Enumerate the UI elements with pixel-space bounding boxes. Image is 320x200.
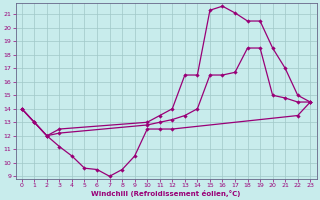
X-axis label: Windchill (Refroidissement éolien,°C): Windchill (Refroidissement éolien,°C) (91, 190, 241, 197)
